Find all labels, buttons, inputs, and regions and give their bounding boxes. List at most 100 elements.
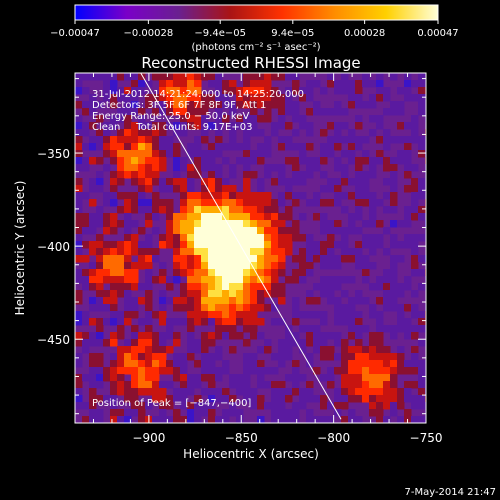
heatmap-cell	[250, 94, 258, 102]
heatmap-cell	[341, 360, 349, 368]
heatmap-cell	[278, 381, 286, 389]
heatmap-cell	[243, 241, 251, 249]
heatmap-cell	[152, 339, 160, 347]
heatmap-cell	[138, 381, 146, 389]
heatmap-cell	[292, 87, 300, 95]
heatmap-cell	[355, 143, 363, 151]
heatmap-cell	[96, 248, 104, 256]
heatmap-cell	[208, 332, 216, 340]
heatmap-cell	[131, 339, 139, 347]
heatmap-cell	[383, 283, 391, 291]
heatmap-cell	[229, 332, 237, 340]
heatmap-cell	[341, 367, 349, 375]
heatmap-cell	[404, 241, 412, 249]
heatmap-cell	[376, 395, 384, 403]
heatmap-cell	[131, 304, 139, 312]
heatmap-cell	[124, 213, 132, 221]
heatmap-cell	[390, 136, 398, 144]
heatmap-cell	[376, 367, 384, 375]
heatmap-cell	[327, 381, 335, 389]
heatmap-cell	[180, 234, 188, 242]
heatmap-cell	[96, 283, 104, 291]
heatmap-cell	[159, 290, 167, 298]
heatmap-cell	[145, 339, 153, 347]
heatmap-cell	[215, 220, 223, 228]
heatmap-cell	[117, 73, 125, 81]
heatmap-cell	[327, 199, 335, 207]
heatmap-cell	[292, 332, 300, 340]
heatmap-cell	[320, 129, 328, 137]
heatmap-cell	[355, 101, 363, 109]
heatmap-cell	[397, 346, 405, 354]
heatmap-cell	[75, 178, 83, 186]
heatmap-cell	[222, 241, 230, 249]
heatmap-cell	[145, 178, 153, 186]
heatmap-cell	[404, 332, 412, 340]
heatmap-cell	[306, 353, 314, 361]
heatmap-cell	[355, 360, 363, 368]
heatmap-cell	[75, 269, 83, 277]
heatmap-cell	[313, 108, 321, 116]
heatmap-cell	[194, 311, 202, 319]
heatmap-cell	[250, 276, 258, 284]
heatmap-cell	[215, 374, 223, 382]
heatmap-cell	[390, 367, 398, 375]
heatmap-cell	[145, 381, 153, 389]
heatmap-cell	[306, 80, 314, 88]
heatmap-cell	[418, 108, 426, 116]
heatmap-cell	[124, 276, 132, 284]
heatmap-cell	[355, 346, 363, 354]
heatmap-cell	[404, 220, 412, 228]
heatmap-cell	[215, 241, 223, 249]
heatmap-cell	[355, 290, 363, 298]
heatmap-cell	[173, 94, 181, 102]
heatmap-cell	[117, 367, 125, 375]
heatmap-cell	[145, 164, 153, 172]
heatmap-cell	[82, 416, 90, 423]
heatmap-cell	[327, 374, 335, 382]
heatmap-cell	[75, 227, 83, 235]
heatmap-cell	[173, 101, 181, 109]
heatmap-cell	[313, 416, 321, 423]
heatmap-cell	[299, 255, 307, 263]
heatmap-cell	[411, 311, 419, 319]
heatmap-cell	[264, 304, 272, 312]
heatmap-cell	[376, 87, 384, 95]
heatmap-cell	[201, 318, 209, 326]
heatmap-cell	[215, 346, 223, 354]
heatmap-cell	[299, 192, 307, 200]
heatmap-cell	[124, 248, 132, 256]
colorbar-tick-label: −0.00047	[50, 28, 100, 39]
heatmap-cell	[222, 227, 230, 235]
heatmap-cell	[89, 353, 97, 361]
heatmap-cell	[180, 129, 188, 137]
heatmap-cell	[152, 367, 160, 375]
heatmap-cell	[75, 402, 83, 410]
heatmap-cell	[306, 87, 314, 95]
heatmap-cell	[222, 276, 230, 284]
heatmap-cell	[418, 360, 426, 368]
heatmap-cell	[173, 367, 181, 375]
heatmap-cell	[313, 346, 321, 354]
heatmap-cell	[152, 150, 160, 158]
heatmap-cell	[250, 255, 258, 263]
heatmap-cell	[397, 318, 405, 326]
heatmap-cell	[201, 262, 209, 270]
heatmap-cell	[138, 388, 146, 396]
heatmap-cell	[124, 255, 132, 263]
heatmap-cell	[110, 388, 118, 396]
heatmap-cell	[348, 178, 356, 186]
heatmap-cell	[299, 115, 307, 123]
heatmap-cell	[229, 171, 237, 179]
heatmap-cell	[173, 185, 181, 193]
heatmap-cell	[166, 122, 174, 130]
heatmap-cell	[390, 297, 398, 305]
heatmap-cell	[124, 339, 132, 347]
heatmap-cell	[180, 122, 188, 130]
heatmap-cell	[222, 178, 230, 186]
heatmap-cell	[418, 206, 426, 214]
heatmap-cell	[306, 297, 314, 305]
heatmap-cell	[145, 80, 153, 88]
heatmap-cell	[236, 122, 244, 130]
heatmap-cell	[348, 360, 356, 368]
